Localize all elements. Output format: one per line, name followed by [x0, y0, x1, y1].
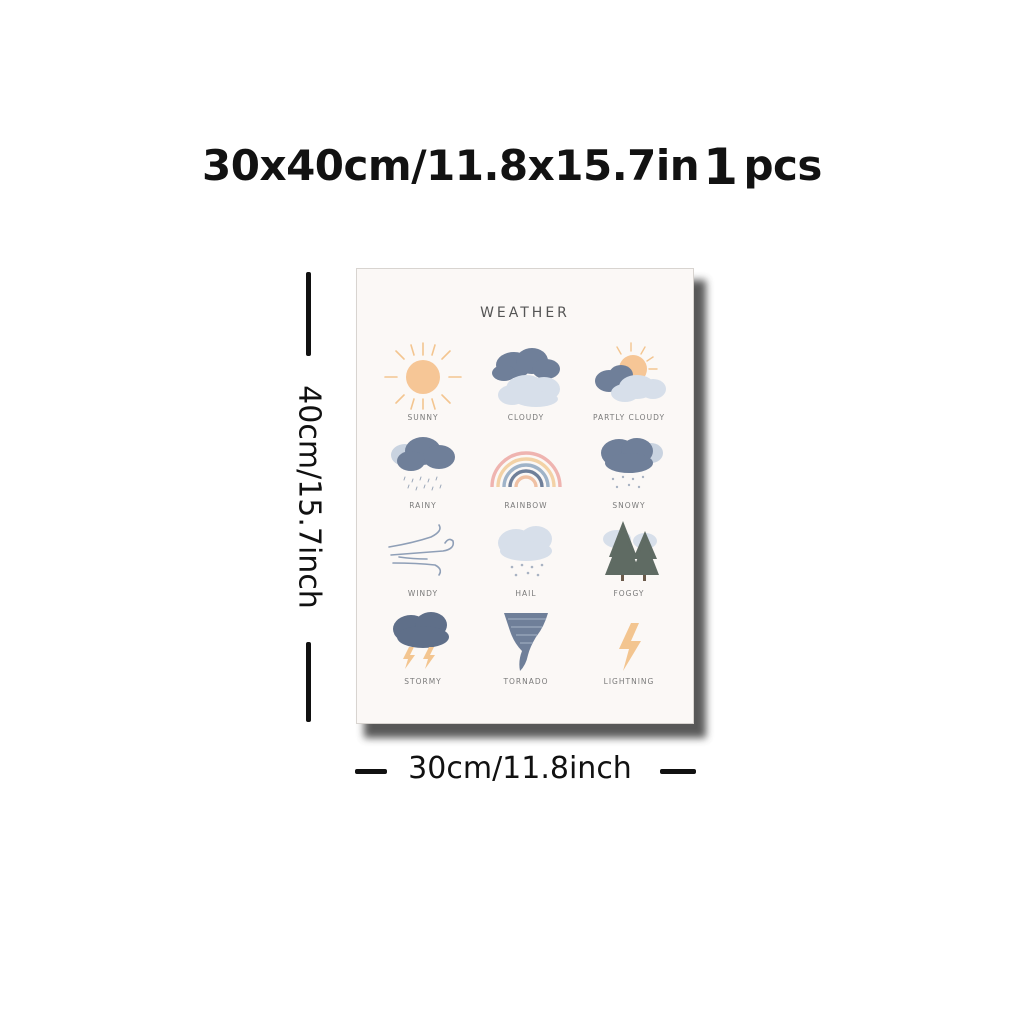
weather-label: FOGGY: [613, 589, 645, 598]
weather-label: TORNADO: [503, 677, 549, 686]
weather-label: RAINBOW: [504, 501, 548, 510]
weather-label: STORMY: [404, 677, 442, 686]
height-dimension-label: 40cm/15.7inch: [291, 385, 327, 609]
tornado-icon: [504, 613, 548, 671]
size-text: 30x40cm/11.8x15.7in: [202, 141, 700, 190]
partly-cloudy-icon: [595, 342, 666, 402]
weather-label: PARTLY CLOUDY: [592, 413, 666, 422]
weather-item-rainy: RAINY: [373, 429, 473, 517]
height-dimension-bar-bottom: [306, 642, 311, 722]
height-dimension-bar-top: [306, 272, 311, 356]
rain-cloud-icon: [391, 437, 455, 491]
snow-cloud-icon: [601, 438, 663, 489]
width-dimension-label: 30cm/11.8inch: [408, 751, 632, 786]
product-size-headline: 30x40cm/11.8x15.7in1 pcs: [0, 138, 1024, 196]
quantity-unit: pcs: [743, 141, 822, 190]
weather-item-rainbow: RAINBOW: [476, 429, 576, 517]
weather-label: SNOWY: [612, 501, 646, 510]
weather-item-snowy: SNOWY: [579, 429, 679, 517]
weather-item-tornado: TORNADO: [476, 605, 576, 693]
weather-label: WINDY: [407, 589, 439, 598]
cloud-icon: [492, 348, 560, 407]
weather-item-windy: WINDY: [373, 517, 473, 605]
quantity-number: 1: [703, 138, 738, 196]
weather-item-partly-cloudy: PARTLY CLOUDY: [579, 341, 679, 429]
lightning-icon: [619, 623, 641, 671]
storm-cloud-icon: [393, 612, 449, 669]
weather-item-lightning: LIGHTNING: [579, 605, 679, 693]
weather-label: LIGHTNING: [603, 677, 655, 686]
weather-label: CLOUDY: [507, 413, 545, 422]
rainbow-icon: [490, 451, 562, 488]
weather-label: RAINY: [409, 501, 437, 510]
weather-label: HAIL: [515, 589, 537, 598]
poster-title: WEATHER: [480, 305, 570, 321]
weather-item-cloudy: CLOUDY: [476, 341, 576, 429]
weather-item-foggy: FOGGY: [579, 517, 679, 605]
weather-label: SUNNY: [407, 413, 439, 422]
width-dimension-bar-left: [355, 769, 387, 774]
width-dimension-bar-right: [660, 769, 696, 774]
fog-trees-icon: [603, 521, 659, 581]
sun-icon: [384, 342, 462, 410]
weather-item-stormy: STORMY: [373, 605, 473, 693]
weather-item-sunny: SUNNY: [373, 341, 473, 429]
weather-poster: WEATHER SUNNY CLOUD: [356, 268, 694, 724]
weather-item-hail: HAIL: [476, 517, 576, 605]
hail-cloud-icon: [498, 526, 552, 577]
wind-icon: [388, 524, 455, 576]
